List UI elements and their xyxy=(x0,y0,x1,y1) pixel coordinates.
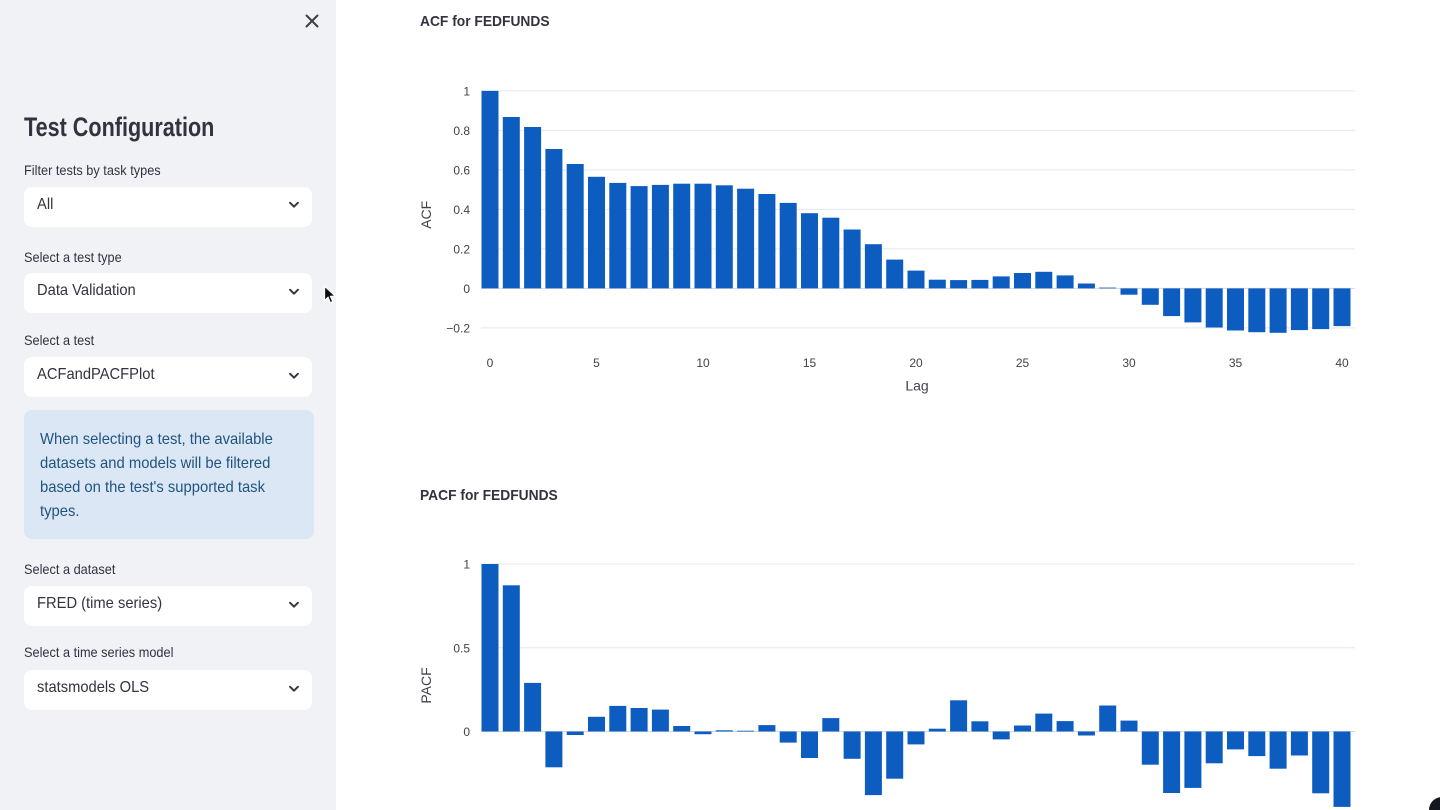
svg-text:15: 15 xyxy=(803,356,817,370)
svg-text:35: 35 xyxy=(1229,356,1243,370)
svg-text:5: 5 xyxy=(593,356,600,370)
svg-text:Lag: Lag xyxy=(905,378,928,394)
svg-text:0: 0 xyxy=(487,356,494,370)
svg-text:0.5: 0.5 xyxy=(453,642,470,656)
svg-text:20: 20 xyxy=(909,356,923,370)
svg-text:40: 40 xyxy=(1335,356,1349,370)
svg-text:0: 0 xyxy=(463,725,470,739)
svg-text:PACF: PACF xyxy=(418,667,434,703)
svg-text:1: 1 xyxy=(463,85,470,99)
svg-text:30: 30 xyxy=(1122,356,1136,370)
svg-text:0.8: 0.8 xyxy=(453,124,470,138)
svg-text:0: 0 xyxy=(463,282,470,296)
svg-text:0.2: 0.2 xyxy=(453,243,470,257)
svg-text:1: 1 xyxy=(463,558,470,572)
svg-text:10: 10 xyxy=(696,356,710,370)
svg-text:0.4: 0.4 xyxy=(453,203,470,217)
svg-text:ACF: ACF xyxy=(418,201,434,229)
svg-text:25: 25 xyxy=(1016,356,1030,370)
svg-text:−0.2: −0.2 xyxy=(446,322,470,336)
svg-text:0.6: 0.6 xyxy=(453,164,470,178)
